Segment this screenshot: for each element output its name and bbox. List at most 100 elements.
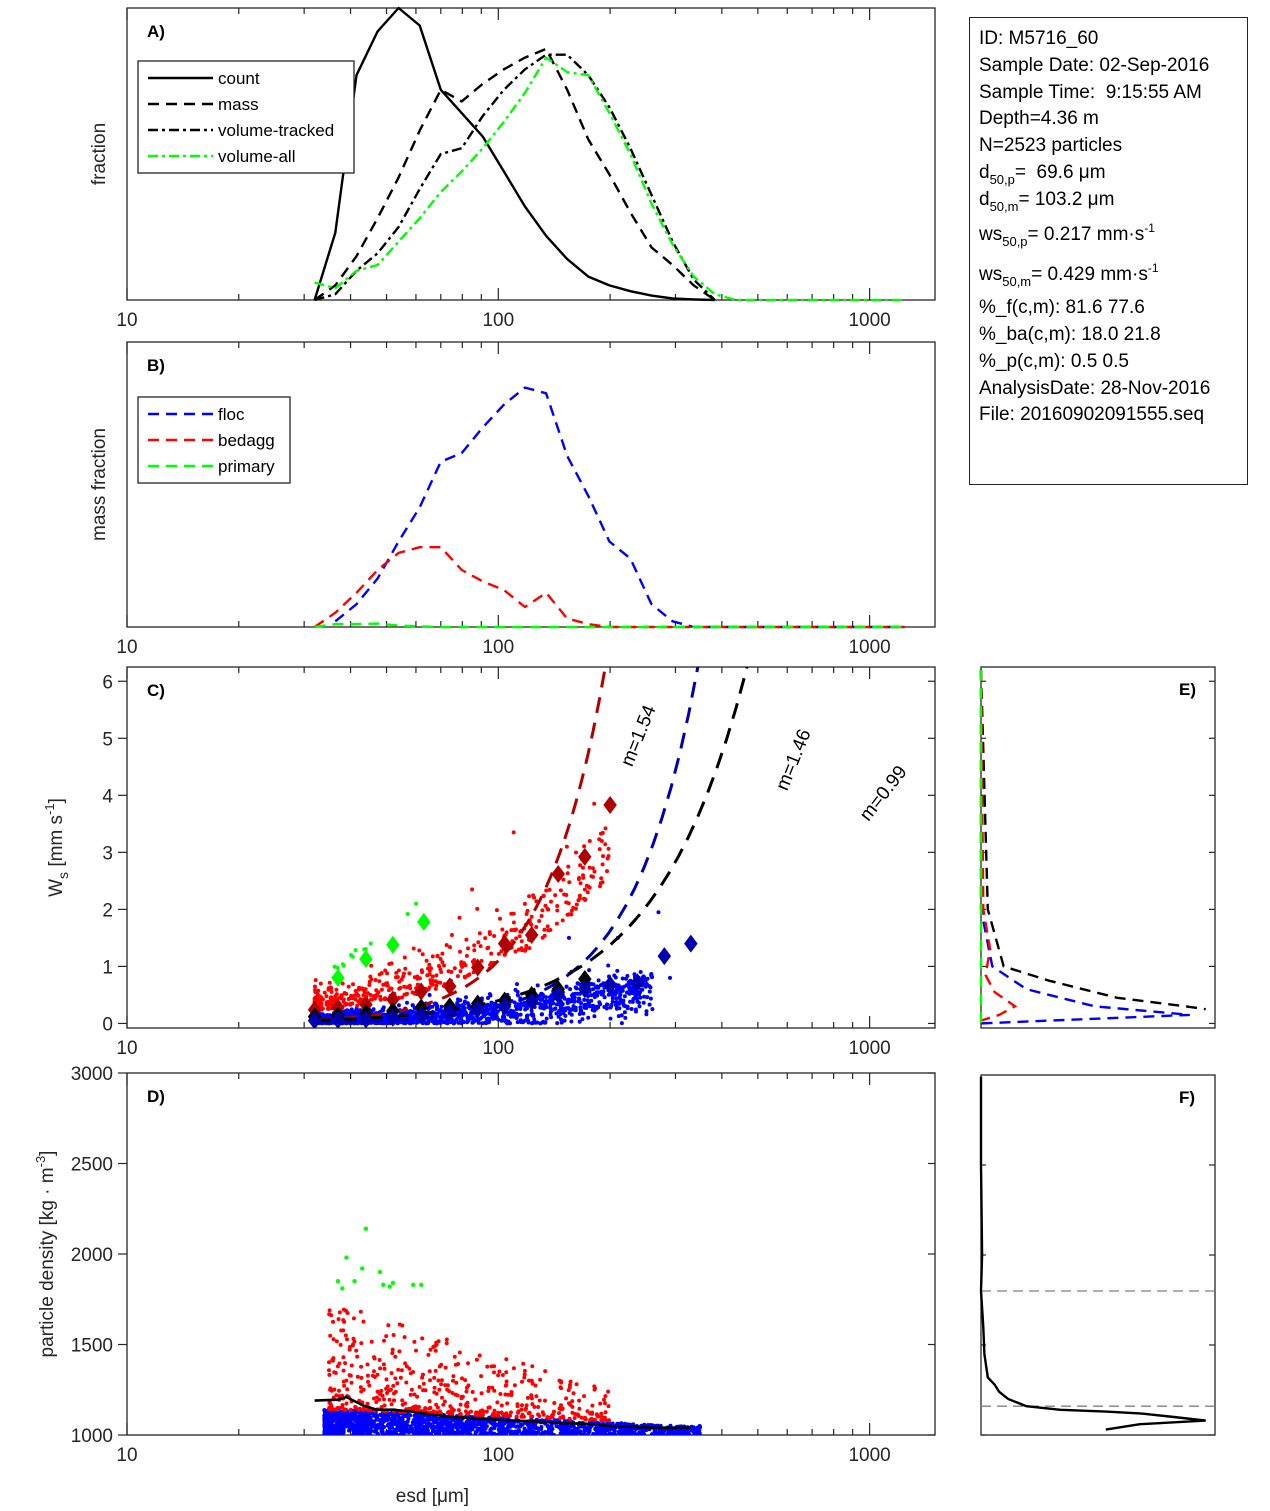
scatter-point-blue: [636, 990, 640, 995]
scatter-point-blue: [451, 1021, 456, 1026]
info-ws50p: ws50,p= 0.217 mm·s-1: [979, 222, 1247, 249]
scatter-point-green: [390, 1280, 396, 1286]
scatter-point-red: [558, 888, 563, 893]
scatter-point-blue: [420, 1415, 425, 1420]
scatter-point-blue: [480, 1021, 485, 1026]
scatter-point-red: [397, 1349, 402, 1354]
scatter-point-red: [341, 1379, 346, 1384]
scatter-point-blue: [610, 999, 615, 1004]
scatter-point-red: [372, 1369, 376, 1374]
scatter-point-blue: [680, 1431, 685, 1435]
scatter-point-red: [465, 1412, 470, 1417]
scatter-point-red: [519, 1407, 524, 1412]
scatter-point-blue: [405, 1000, 409, 1005]
scatter-point-red: [458, 949, 462, 954]
scatter-point-blue: [608, 1016, 613, 1021]
scatter-point-red: [492, 1388, 497, 1393]
scatter-point-blue: [616, 1430, 621, 1435]
scatter-point-blue: [622, 994, 627, 999]
scatter-point-red: [327, 1368, 331, 1373]
scatter-point-blue: [416, 1416, 421, 1421]
scatter-point-blue: [541, 994, 546, 999]
scatter-point-red: [434, 1410, 439, 1415]
plot-content: [307, 667, 749, 1028]
scatter-point-red: [415, 982, 420, 987]
scatter-point-blue: [535, 1020, 540, 1025]
scatter-point-blue: [508, 1012, 513, 1017]
scatter-point-blue: [613, 975, 618, 980]
scatter-point-red: [356, 999, 361, 1004]
scatter-point-red: [582, 844, 587, 849]
scatter-point-red: [444, 943, 449, 948]
scatter-point-blue: [484, 1424, 489, 1429]
scatter-point-red: [345, 1337, 349, 1342]
scatter-point-red: [559, 1386, 564, 1391]
scatter-point-red: [349, 1380, 354, 1385]
scatter-point-blue: [343, 1413, 348, 1418]
scatter-point-blue: [599, 1430, 603, 1435]
scatter-point-red: [385, 971, 390, 976]
scatter-point-green: [340, 1286, 345, 1291]
scatter-point-red: [415, 1394, 420, 1399]
scatter-point-red: [442, 963, 446, 968]
scatter-point-green: [405, 912, 410, 916]
scatter-point-red: [401, 971, 406, 976]
scatter-point-red: [520, 1412, 525, 1417]
scatter-point-red: [533, 1383, 538, 1388]
scatter-point-blue: [568, 987, 573, 992]
legend-label-volume-tracked: volume-tracked: [218, 121, 334, 140]
scatter-point-red: [597, 847, 602, 852]
scatter-point-red: [340, 1403, 345, 1407]
scatter-point-red: [582, 1394, 586, 1399]
scatter-point-red: [460, 1394, 465, 1399]
scatter-point-red: [524, 943, 529, 948]
scatter-point-blue: [512, 1000, 517, 1005]
scatter-point-red: [476, 940, 481, 945]
scatter-point-red: [351, 1316, 356, 1321]
scatter-point-red: [377, 979, 382, 984]
scatter-point-blue: [535, 983, 540, 988]
scatter-point-red: [474, 1357, 479, 1362]
scatter-point-red: [606, 846, 611, 851]
scatter-point-red: [381, 1362, 386, 1367]
scatter-point-red: [313, 984, 317, 989]
scatter-point-red: [430, 974, 435, 979]
scatter-point-red: [505, 1401, 510, 1406]
scatter-point-red: [564, 893, 569, 897]
scatter-point-blue: [514, 1007, 519, 1011]
scatter-point-blue: [655, 1431, 660, 1435]
scatter-point-blue: [449, 1429, 454, 1434]
scatter-point-red: [538, 1377, 543, 1382]
scatter-point-blue: [586, 1015, 591, 1020]
y-axis-label: mass fraction: [89, 428, 110, 541]
scatter-point-red: [319, 995, 324, 1000]
scatter-point-red: [464, 937, 469, 942]
scatter-point-red: [490, 1385, 495, 1390]
scatter-point-red: [441, 1402, 446, 1407]
scatter-point-blue: [697, 1424, 702, 1428]
scatter-point-blue: [430, 1004, 435, 1009]
scatter-point-red: [417, 1385, 422, 1389]
scatter-point-green: [360, 1266, 365, 1271]
scatter-point-red: [519, 946, 524, 951]
scatter-point-red: [400, 1402, 405, 1407]
scatter-point-blue: [434, 1001, 438, 1006]
info-ws50p-base: ws: [979, 223, 1003, 245]
scatter-point-red: [574, 1382, 579, 1387]
y-tick-label: 5: [102, 729, 113, 750]
binned-mean-dark_red: [603, 796, 617, 815]
scatter-point-red: [590, 1403, 595, 1408]
scatter-point-blue: [559, 1017, 563, 1022]
scatter-point-red: [499, 949, 504, 954]
scatter-point-blue: [476, 1020, 481, 1025]
scatter-point-red: [489, 1364, 494, 1369]
scatter-point-blue: [598, 1002, 603, 1007]
scatter-point-blue: [555, 1002, 560, 1007]
scatter-point-red: [391, 1333, 396, 1337]
scatter-point-blue: [526, 1429, 531, 1434]
scatter-point-blue: [614, 990, 619, 995]
scatter-point-red: [407, 984, 412, 989]
scatter-point-red: [313, 987, 318, 992]
scatter-point-blue: [582, 1005, 587, 1010]
scatter-point-red: [356, 987, 361, 992]
